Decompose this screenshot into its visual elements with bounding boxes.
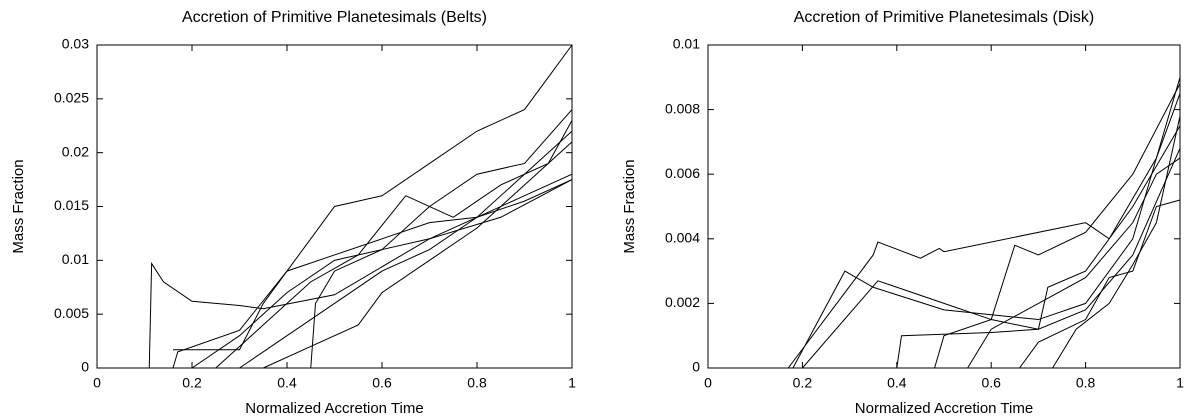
chart-title: Accretion of Primitive Planetesimals (Di… xyxy=(794,9,1095,26)
chart-title: Accretion of Primitive Planetesimals (Be… xyxy=(182,9,487,26)
data-line xyxy=(239,130,573,369)
data-line xyxy=(896,125,1181,369)
x-tick-label: 0 xyxy=(93,375,101,391)
data-line xyxy=(967,157,1181,369)
y-tick-label: 0.004 xyxy=(665,230,700,246)
data-line xyxy=(310,109,573,369)
data-line xyxy=(1019,199,1181,369)
x-tick-label: 0.2 xyxy=(182,375,202,391)
data-line xyxy=(722,93,1181,369)
y-tick-label: 0.005 xyxy=(54,305,89,321)
x-tick-label: 1 xyxy=(568,375,576,391)
data-line xyxy=(934,83,1181,369)
x-axis-label: Normalized Accretion Time xyxy=(855,400,1033,417)
x-axis-label: Normalized Accretion Time xyxy=(245,400,423,417)
y-tick-label: 0.01 xyxy=(673,36,700,52)
y-tick-label: 0 xyxy=(81,359,89,375)
x-tick-label: 0.8 xyxy=(467,375,487,391)
data-line xyxy=(172,44,573,369)
y-tick-label: 0.002 xyxy=(665,294,700,310)
x-tick-label: 0.4 xyxy=(277,375,297,391)
data-line xyxy=(173,179,573,351)
y-tick-label: 0 xyxy=(692,359,700,375)
data-line xyxy=(802,148,1181,369)
y-tick-label: 0.01 xyxy=(62,251,89,267)
x-tick-label: 0.4 xyxy=(887,375,907,391)
y-tick-label: 0.02 xyxy=(62,143,89,159)
x-tick-label: 0.6 xyxy=(981,375,1001,391)
y-tick-label: 0.008 xyxy=(665,100,700,116)
x-tick-label: 0.6 xyxy=(372,375,392,391)
y-tick-label: 0.006 xyxy=(665,165,700,181)
x-tick-label: 1 xyxy=(1176,375,1184,391)
x-tick-label: 0.2 xyxy=(793,375,813,391)
y-axis-label: Mass Fraction xyxy=(10,159,27,253)
x-tick-label: 0 xyxy=(704,375,712,391)
data-line xyxy=(148,179,573,369)
plot-frame xyxy=(707,44,1181,369)
y-axis-label: Mass Fraction xyxy=(621,159,638,253)
data-line xyxy=(1052,115,1181,369)
y-tick-label: 0.03 xyxy=(62,36,89,52)
x-tick-label: 0.8 xyxy=(1076,375,1096,391)
y-tick-label: 0.015 xyxy=(54,197,89,213)
data-line xyxy=(215,120,573,369)
data-line xyxy=(263,141,573,369)
y-tick-label: 0.025 xyxy=(54,90,89,106)
plot-frame xyxy=(96,44,573,369)
data-line xyxy=(792,77,1181,369)
